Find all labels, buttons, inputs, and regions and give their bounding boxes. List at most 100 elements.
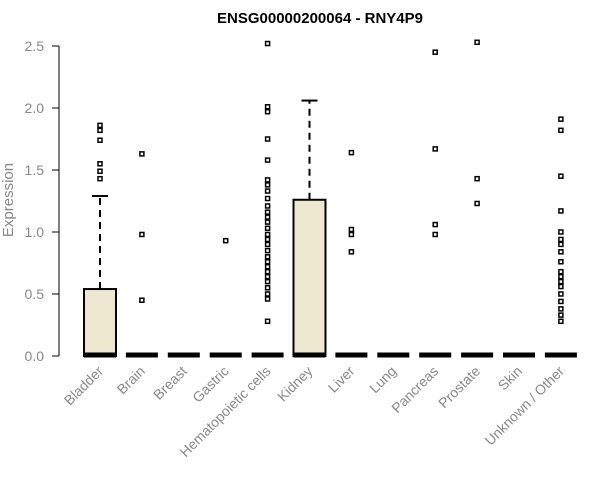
outlier-point [558, 127, 564, 134]
x-tick-label: Pancreas [388, 363, 441, 416]
outlier-point [97, 137, 103, 143]
outlier-point [97, 127, 103, 134]
y-tick-label: 2.5 [25, 38, 45, 54]
box [292, 198, 327, 357]
outlier-point [474, 39, 480, 46]
outlier-point [558, 229, 564, 235]
outlier-point [264, 182, 271, 188]
outlier-point [264, 254, 271, 260]
outlier-point [264, 236, 271, 243]
outlier-point [432, 146, 438, 152]
outlier-point [264, 318, 271, 325]
outlier-point [222, 237, 229, 244]
outlier-point [558, 249, 564, 255]
outlier-point [432, 49, 438, 55]
box-group [292, 99, 327, 358]
outlier-point [264, 291, 271, 297]
x-tick-label: Prostate [435, 363, 483, 411]
outlier-point [558, 312, 564, 318]
outlier-point [558, 306, 564, 312]
y-axis-label: Expression [0, 163, 17, 237]
x-tick-label: Skin [495, 363, 526, 394]
outlier-point [558, 241, 564, 248]
outlier-point [264, 285, 271, 291]
outlier-point [264, 108, 271, 115]
x-tick-label: Lung [366, 363, 399, 396]
outlier-point [348, 231, 355, 238]
y-tick-label: 1.5 [25, 162, 45, 178]
outlier-point [264, 209, 271, 215]
outlier-point [264, 278, 271, 285]
x-tick-label: Breast [150, 363, 190, 403]
outlier-point [264, 259, 271, 265]
outlier-point [264, 268, 271, 275]
outlier-point [558, 236, 564, 243]
outlier-point [264, 214, 271, 220]
x-tick-label: Brain [114, 363, 148, 397]
box-group [419, 49, 452, 358]
outlier-point [139, 151, 145, 157]
outlier-point [558, 208, 564, 214]
outlier-point [264, 177, 271, 183]
x-tick-label: Unknown / Other [481, 363, 567, 449]
outlier-point [558, 291, 564, 297]
outlier-point [264, 40, 271, 47]
outlier-point [558, 283, 564, 290]
outlier-point [348, 149, 355, 156]
outlier-point [264, 296, 271, 302]
outlier-point [558, 278, 564, 285]
y-tick-label: 0.5 [25, 286, 45, 302]
outlier-point [264, 157, 271, 163]
outlier-point [558, 298, 564, 305]
outlier-point [264, 188, 271, 194]
y-axis-ticks: 0.0 0.5 1.0 1.5 2.0 2.5 [25, 38, 59, 364]
outlier-point [264, 247, 271, 254]
outlier-point [264, 195, 271, 202]
outlier-point [264, 241, 271, 248]
outlier-point [432, 231, 438, 238]
box-group [83, 122, 117, 358]
box-group [461, 39, 494, 358]
box-group [209, 237, 242, 358]
outlier-point [558, 259, 564, 265]
outlier-point [264, 273, 271, 280]
box-group [251, 40, 284, 358]
y-tick-label: 2.0 [25, 100, 45, 116]
outlier-point [97, 168, 103, 174]
outlier-point [264, 219, 271, 225]
box-group [125, 151, 158, 358]
outlier-point [474, 175, 480, 182]
outlier-point [558, 318, 564, 325]
outlier-point [97, 175, 103, 182]
chart-title: ENSG00000200064 - RNY4P9 [217, 10, 423, 27]
outlier-point [474, 200, 480, 207]
outlier-point [348, 249, 355, 255]
x-tick-label: Liver [325, 363, 358, 396]
outlier-point [264, 104, 271, 110]
y-tick-label: 1.0 [25, 224, 45, 240]
outlier-point [264, 136, 271, 142]
box-group [544, 116, 577, 358]
outlier-point [558, 173, 564, 179]
outlier-point [432, 221, 438, 228]
x-tick-label: Bladder [61, 363, 107, 409]
outlier-point [264, 203, 271, 209]
outlier-point [139, 297, 145, 303]
outlier-point [558, 273, 564, 280]
plot-area [83, 39, 577, 358]
outlier-point [264, 263, 271, 270]
outlier-point [348, 226, 355, 233]
x-tick-label: Kidney [274, 363, 316, 405]
y-tick-label: 0.0 [25, 348, 45, 364]
outlier-point [97, 161, 103, 167]
outlier-point [97, 122, 103, 129]
outlier-point [264, 231, 271, 238]
outlier-point [139, 231, 145, 238]
box [83, 288, 117, 358]
outlier-point [558, 116, 564, 122]
outlier-point [558, 268, 564, 275]
box-group [335, 149, 368, 358]
outlier-point [264, 225, 271, 232]
